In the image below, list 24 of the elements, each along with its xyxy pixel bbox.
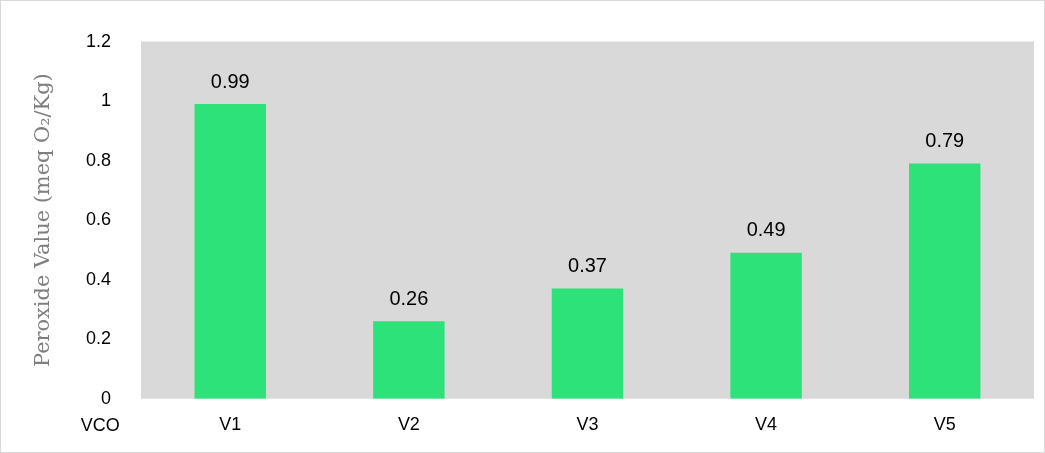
- bar: [908, 163, 981, 399]
- data-label: 0.49: [746, 218, 786, 241]
- bar: [194, 104, 266, 399]
- y-tick-label: 0.6: [86, 209, 112, 230]
- y-tick-label: 0.8: [86, 149, 112, 170]
- bar: [551, 288, 624, 399]
- y-tick-label: 0.2: [86, 328, 112, 349]
- x-tick-label: V4: [755, 414, 778, 435]
- y-tick-label: 1: [101, 90, 112, 111]
- bar: [730, 252, 802, 399]
- x-axis-title: VCO: [80, 415, 120, 436]
- bar: [373, 321, 445, 399]
- data-label: 0.99: [210, 69, 250, 92]
- data-label: 0.37: [568, 254, 607, 277]
- data-label: 0.79: [925, 129, 965, 152]
- data-label: 0.26: [389, 286, 429, 309]
- y-tick-label: 0: [101, 387, 112, 408]
- y-tick-label: 0.4: [86, 268, 112, 289]
- y-tick-label: 1.2: [86, 30, 112, 51]
- x-tick-label: V2: [397, 414, 420, 435]
- x-tick-label: V5: [933, 414, 956, 435]
- x-tick-label: V3: [576, 414, 599, 435]
- x-tick-label: V1: [219, 414, 242, 435]
- y-axis-title: Peroxide Value (meq O₂/Kg): [29, 73, 54, 367]
